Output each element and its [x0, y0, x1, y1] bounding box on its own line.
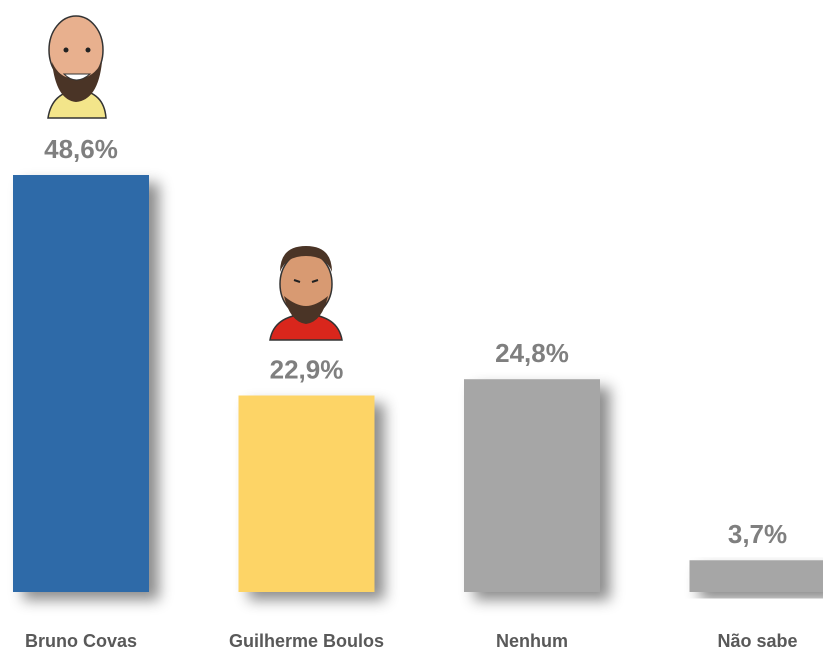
bar [689, 560, 823, 592]
caricature-boulos [269, 246, 343, 341]
value-label: 3,7% [728, 519, 787, 549]
bar [238, 395, 375, 592]
x-tick-label: Bruno Covas [25, 631, 137, 651]
bar [464, 379, 600, 592]
bar [13, 175, 149, 592]
x-tick-label: Guilherme Boulos [229, 631, 384, 651]
x-tick-label: Nenhum [496, 631, 568, 651]
value-label: 24,8% [495, 338, 569, 368]
value-label: 48,6% [44, 134, 118, 164]
bars [13, 175, 823, 592]
x-tick-label: Não sabe [717, 631, 797, 651]
caricature-covas [47, 15, 107, 119]
value-label: 22,9% [270, 354, 344, 384]
